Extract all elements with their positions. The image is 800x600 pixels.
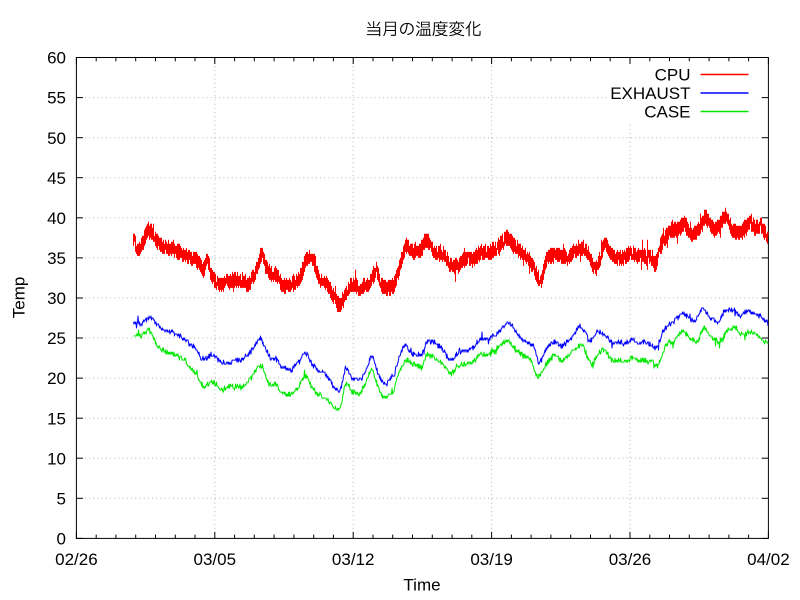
svg-text:Temp: Temp — [10, 277, 29, 319]
svg-text:20: 20 — [47, 369, 66, 388]
svg-text:04/02: 04/02 — [747, 550, 790, 569]
svg-text:50: 50 — [47, 129, 66, 148]
svg-text:25: 25 — [47, 329, 66, 348]
svg-text:03/26: 03/26 — [609, 550, 652, 569]
svg-text:5: 5 — [57, 489, 66, 508]
svg-text:03/19: 03/19 — [470, 550, 513, 569]
svg-text:30: 30 — [47, 289, 66, 308]
svg-text:15: 15 — [47, 409, 66, 428]
svg-text:EXHAUST: EXHAUST — [610, 84, 690, 103]
svg-text:03/12: 03/12 — [332, 550, 375, 569]
svg-text:CASE: CASE — [644, 103, 690, 122]
svg-text:CPU: CPU — [655, 66, 691, 85]
svg-text:02/26: 02/26 — [55, 550, 98, 569]
svg-text:03/05: 03/05 — [194, 550, 237, 569]
svg-text:60: 60 — [47, 49, 66, 68]
svg-text:0: 0 — [57, 530, 66, 549]
svg-text:45: 45 — [47, 169, 66, 188]
svg-text:40: 40 — [47, 209, 66, 228]
svg-text:35: 35 — [47, 249, 66, 268]
svg-text:55: 55 — [47, 89, 66, 108]
svg-text:10: 10 — [47, 449, 66, 468]
svg-text:Time: Time — [403, 576, 440, 595]
